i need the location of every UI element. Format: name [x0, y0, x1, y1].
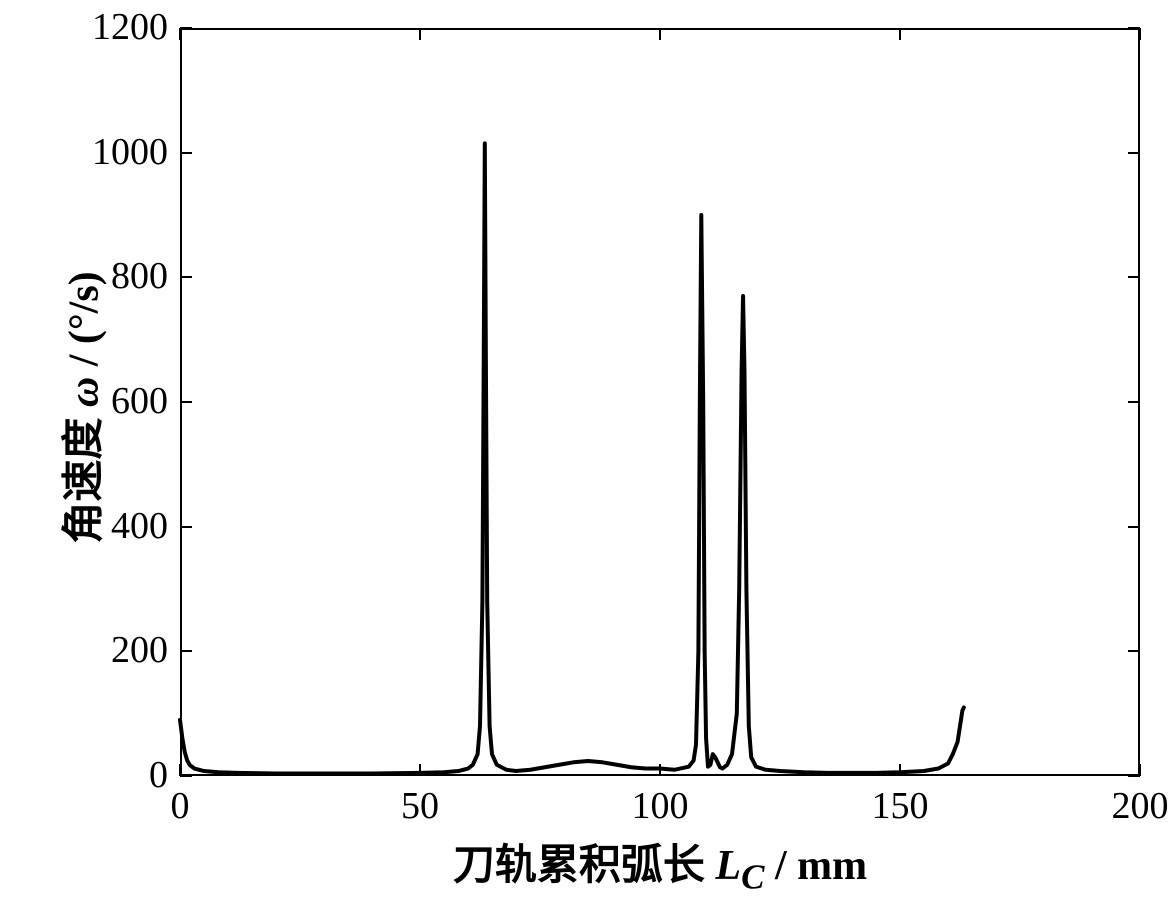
chart-container: 角速度 ω / (°/s) 刀轨累积弧长 LC / mm 02004006008…: [0, 0, 1174, 904]
data-polyline: [180, 143, 964, 773]
chart-line-svg: [0, 0, 1174, 904]
